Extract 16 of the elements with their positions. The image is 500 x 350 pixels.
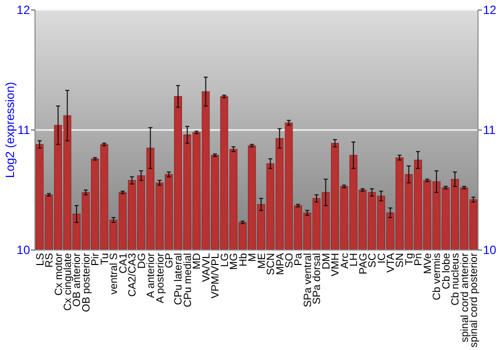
y-tick-label: 11 [18, 123, 30, 138]
y2-tick-label: 12 [483, 3, 497, 18]
y-tick-label: 10 [16, 243, 30, 258]
y-axis-title: Log2 (expression) [3, 82, 18, 178]
x-tick-label: CPu medial [182, 253, 194, 308]
x-tick-label: RS [44, 253, 56, 268]
y2-tick-label: 11 [483, 123, 496, 138]
x-tick-label: spinal cord posterior [468, 252, 480, 348]
x-tick-label: Cb lobe [440, 252, 452, 290]
x-tick-label: GP [164, 253, 176, 268]
y2-tick-label: 10 [483, 243, 497, 258]
x-tick-label: Hb [237, 252, 250, 266]
x-tick-label: Cx cingulate [62, 252, 74, 311]
x-tick-label: VTA [385, 253, 397, 273]
y-tick-label: 12 [16, 3, 30, 18]
x-tick-label: LS [34, 253, 46, 266]
